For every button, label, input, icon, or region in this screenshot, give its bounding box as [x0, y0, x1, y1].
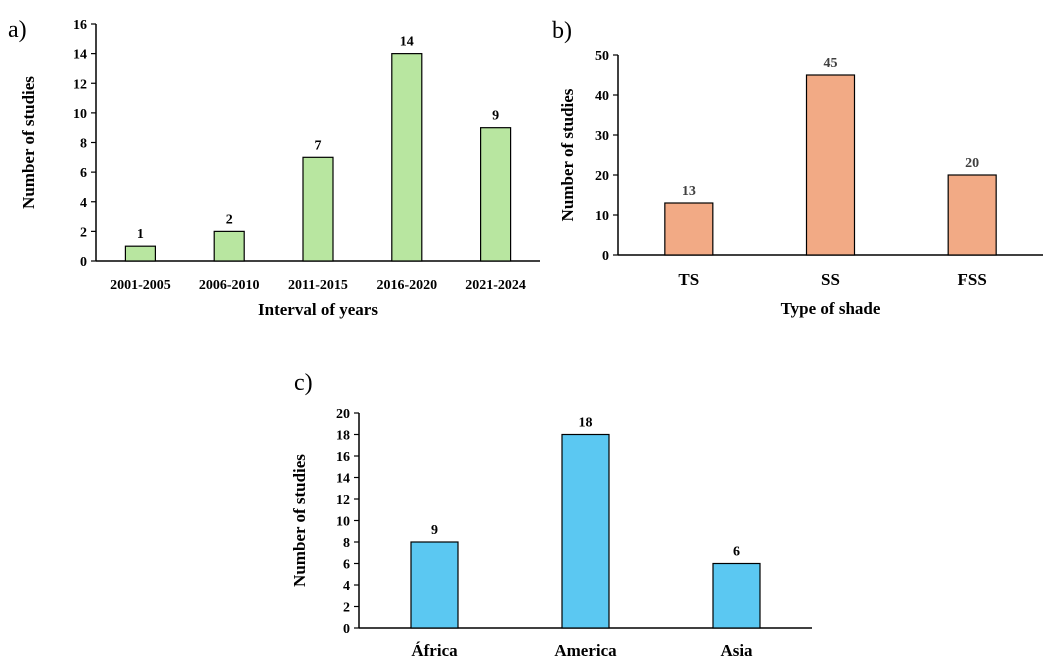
y-tick-label: 4 [343, 579, 350, 594]
x-tick-label: SS [821, 270, 840, 289]
y-tick-label: 40 [595, 89, 609, 104]
y-tick-label: 20 [595, 169, 609, 184]
x-tick-label: America [554, 641, 617, 660]
y-tick-label: 2 [343, 601, 350, 616]
data-label: 18 [579, 416, 593, 431]
y-tick-label: 30 [595, 129, 609, 144]
x-tick-label: FSS [958, 270, 987, 289]
bar [805, 74, 856, 256]
y-tick-label: 8 [343, 536, 350, 551]
x-tick-label: 2006-2010 [199, 278, 260, 293]
y-axis-title: Number of studies [558, 88, 577, 221]
chart-panel-b: b) 0 10 20 30 40 50 13 TS 45 SS 20 FSS Number of stud… [552, 18, 1043, 318]
data-label: 9 [492, 109, 499, 124]
y-tick-label: 4 [80, 196, 87, 211]
x-tick-label: 2016-2020 [376, 278, 437, 293]
bar [410, 541, 459, 629]
data-label: 45 [824, 56, 838, 71]
data-label: 1 [137, 227, 144, 242]
y-tick-label: 16 [73, 18, 87, 33]
data-label: 9 [431, 523, 438, 538]
x-tick-label: 2011-2015 [288, 278, 348, 293]
data-label: 20 [965, 156, 979, 171]
data-label: 6 [733, 545, 740, 560]
data-label: 13 [682, 184, 696, 199]
y-tick-label: 12 [73, 77, 87, 92]
y-tick-label: 14 [336, 472, 350, 487]
panel-label: b) [552, 18, 572, 44]
y-tick-label: 50 [595, 49, 609, 64]
bar [561, 433, 610, 629]
y-tick-label: 12 [336, 493, 350, 508]
y-tick-label: 6 [343, 558, 350, 573]
y-tick-label: 0 [602, 249, 609, 264]
y-tick-label: 8 [80, 137, 87, 152]
y-tick-label: 6 [80, 166, 87, 181]
data-label: 7 [315, 138, 322, 153]
y-tick-label: 0 [343, 622, 350, 637]
y-tick-label: 2 [80, 225, 87, 240]
data-label: 2 [226, 212, 233, 227]
bar [712, 562, 761, 629]
y-tick-label: 0 [80, 255, 87, 270]
bar [391, 53, 423, 262]
x-tick-label: 2021-2024 [465, 278, 526, 293]
y-tick-label: 10 [73, 107, 87, 122]
x-axis-title: Interval of years [258, 300, 378, 319]
panel-label: a) [8, 17, 27, 43]
x-tick-label: TS [678, 270, 699, 289]
x-tick-label: África [411, 641, 458, 660]
data-label: 14 [400, 35, 414, 50]
chart-panel-a: a) 0 2 4 6 8 10 12 14 16 1 2001-2005 2 2006-2010 7 2011… [8, 17, 540, 319]
x-tick-label: Asia [720, 641, 753, 660]
x-axis-title: Type of shade [781, 299, 881, 318]
chart-panel-c: c) 0 2 4 6 8 10 12 14 16 18 20 9 África 18 America 6 Asia… [290, 370, 812, 660]
y-tick-label: 10 [336, 515, 350, 530]
bar [302, 156, 334, 262]
y-tick-label: 10 [595, 209, 609, 224]
y-tick-label: 18 [336, 429, 350, 444]
y-tick-label: 20 [336, 407, 350, 422]
x-tick-label: 2001-2005 [110, 278, 171, 293]
y-axis-title: Number of studies [290, 454, 309, 587]
y-tick-label: 16 [336, 450, 350, 465]
panel-label: c) [294, 370, 313, 396]
y-axis-title: Number of studies [19, 76, 38, 209]
bar [947, 174, 997, 256]
bar [124, 245, 157, 262]
bar [664, 202, 714, 256]
bar [480, 127, 512, 262]
bar [213, 230, 245, 262]
y-tick-label: 14 [73, 48, 87, 63]
